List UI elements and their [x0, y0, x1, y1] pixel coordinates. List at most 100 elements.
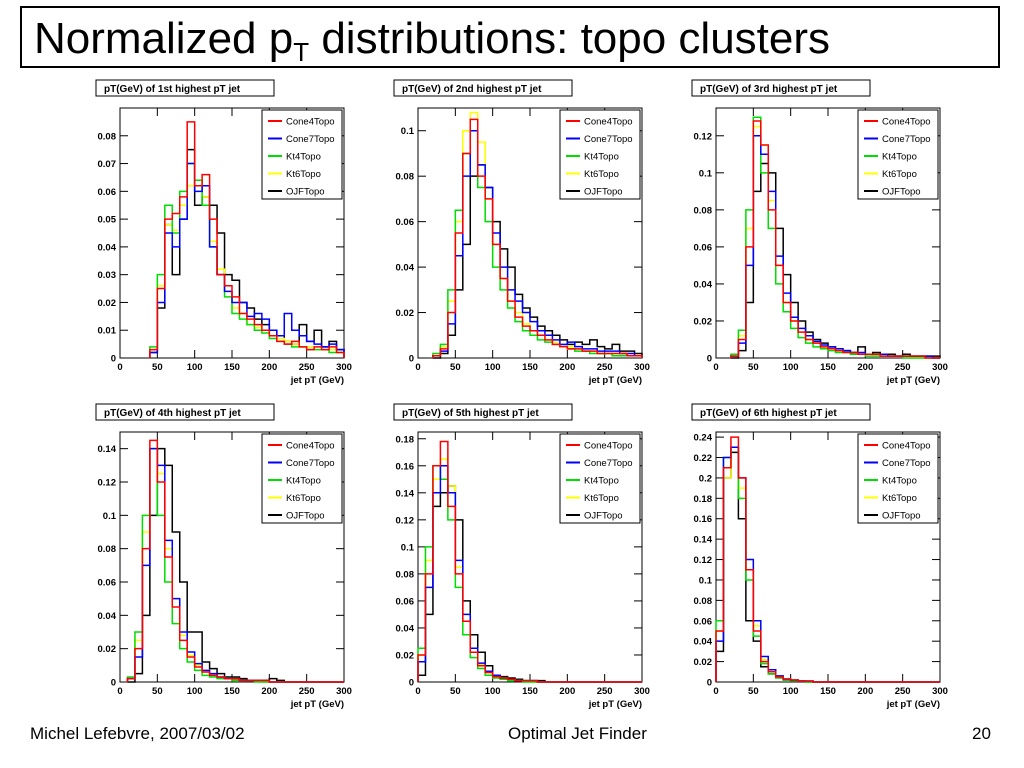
legend-label: Cone4Topo: [882, 441, 931, 452]
y-tick-label: 0: [409, 354, 414, 365]
legend-label: Cone7Topo: [286, 134, 335, 145]
slide-title: Normalized pT distributions: topo cluste…: [34, 14, 830, 77]
y-tick-label: 0.02: [694, 316, 713, 327]
x-tick-label: 50: [450, 362, 461, 373]
y-tick-label: 0.06: [694, 242, 713, 253]
legend-frame: [261, 109, 343, 200]
y-tick-label: 0: [111, 354, 116, 365]
y-tick-label: 0.08: [98, 544, 117, 555]
x-tick-label: 100: [783, 362, 799, 373]
x-tick-label: 200: [857, 686, 873, 697]
x-tick-label: 300: [634, 362, 650, 373]
legend-label: Kt6Topo: [882, 169, 917, 180]
chart-title-box: pT(GeV) of 1st highest pT jet: [95, 79, 275, 97]
x-tick-label: 150: [522, 362, 538, 373]
footer-slide-number: 20: [972, 724, 991, 743]
chart-title-box: pT(GeV) of 5th highest pT jet: [393, 403, 573, 421]
x-tick-label: 100: [485, 686, 501, 697]
x-tick-label: 300: [336, 362, 352, 373]
x-tick-label: 150: [224, 362, 240, 373]
x-tick-label: 0: [415, 686, 420, 697]
y-tick-label: 0.02: [694, 657, 713, 668]
x-tick-label: 200: [857, 362, 873, 373]
legend-label: Kt4Topo: [584, 476, 619, 487]
x-tick-label: 100: [187, 686, 203, 697]
y-tick-label: 0.08: [98, 131, 117, 142]
chart-legend: Cone4Topo Cone7Topo Kt4Topo Kt6Topo OJFTopo: [857, 433, 939, 524]
y-tick-label: 0.08: [396, 172, 415, 183]
x-tick-label: 0: [713, 362, 718, 373]
legend-label: Kt4Topo: [286, 152, 321, 163]
legend-label: Kt6Topo: [286, 169, 321, 180]
slide-title-box: Normalized pT distributions: topo cluste…: [20, 6, 1000, 68]
legend-label: OJFTopo: [286, 187, 325, 198]
chart-title-box: pT(GeV) of 3rd highest pT jet: [691, 79, 871, 97]
chart-panel-6: pT(GeV) of 6th highest pT jet 0 0.02 0.04 0.…: [691, 403, 948, 710]
x-tick-label: 150: [224, 686, 240, 697]
y-tick-label: 0.02: [396, 308, 415, 319]
y-tick-label: 0.14: [396, 488, 415, 499]
x-tick-label: 50: [748, 686, 759, 697]
y-tick-label: 0.12: [694, 555, 713, 566]
series-line-cone4topo: [715, 436, 940, 683]
chart-title: pT(GeV) of 3rd highest pT jet: [700, 84, 838, 95]
chart-title: pT(GeV) of 6th highest pT jet: [700, 408, 837, 419]
x-tick-label: 250: [299, 362, 315, 373]
x-tick-label: 150: [820, 686, 836, 697]
x-tick-label: 100: [485, 362, 501, 373]
legend-label: Cone4Topo: [286, 117, 335, 128]
legend-label: Cone4Topo: [584, 441, 633, 452]
legend-label: Kt6Topo: [286, 493, 321, 504]
y-tick-label: 0.14: [694, 535, 713, 546]
x-axis-label: jet pT (GeV): [886, 699, 940, 710]
x-tick-label: 50: [152, 686, 163, 697]
y-tick-label: 0.2: [699, 473, 712, 484]
legend-label: Cone4Topo: [286, 441, 335, 452]
footer-talk-title: Optimal Jet Finder: [508, 724, 647, 743]
y-tick-label: 0.03: [98, 270, 117, 281]
chart-title-frame: [393, 79, 573, 97]
y-tick-label: 0.06: [98, 578, 117, 589]
x-tick-label: 300: [932, 362, 948, 373]
y-tick-label: 0.1: [401, 126, 415, 137]
legend-label: Cone7Topo: [882, 134, 931, 145]
chart-legend: Cone4Topo Cone7Topo Kt4Topo Kt6Topo OJFTopo: [261, 433, 343, 524]
legend-label: Cone4Topo: [584, 117, 633, 128]
x-tick-label: 0: [117, 686, 122, 697]
y-tick-label: 0.16: [396, 461, 415, 472]
y-tick-label: 0: [707, 354, 712, 365]
y-tick-label: 0.06: [694, 616, 713, 627]
y-tick-label: 0.18: [396, 434, 415, 445]
x-tick-label: 300: [932, 686, 948, 697]
y-tick-label: 0.06: [98, 187, 117, 198]
y-tick-label: 0.12: [98, 478, 117, 489]
y-tick-label: 0.02: [98, 644, 117, 655]
y-tick-label: 0.12: [694, 131, 713, 142]
legend-label: Cone7Topo: [584, 458, 633, 469]
y-tick-label: 0.08: [694, 205, 713, 216]
y-tick-label: 0.02: [98, 298, 117, 309]
x-tick-label: 200: [261, 362, 277, 373]
series-line-cone4topo: [417, 440, 642, 683]
slide-title-main: Normalized p: [34, 14, 294, 63]
x-tick-label: 50: [450, 686, 461, 697]
y-tick-label: 0.04: [694, 637, 713, 648]
legend-label: Kt4Topo: [584, 152, 619, 163]
legend-frame: [261, 433, 343, 524]
chart-panel-2: pT(GeV) of 2nd highest pT jet 0 0.02 0.04 0.…: [393, 79, 650, 386]
series-line-cone4topo: [730, 120, 940, 359]
x-tick-label: 150: [522, 686, 538, 697]
x-tick-label: 0: [117, 362, 122, 373]
y-tick-label: 0.05: [98, 215, 117, 226]
legend-label: Cone7Topo: [882, 458, 931, 469]
legend-label: OJFTopo: [584, 511, 623, 522]
y-tick-label: 0.22: [694, 453, 713, 464]
y-tick-label: 0.02: [396, 650, 415, 661]
y-tick-label: 0.08: [694, 596, 713, 607]
x-tick-label: 250: [895, 686, 911, 697]
chart-title: pT(GeV) of 4th highest pT jet: [104, 408, 241, 419]
x-tick-label: 100: [783, 686, 799, 697]
series-line-cone4topo: [126, 439, 344, 683]
legend-frame: [857, 433, 939, 524]
